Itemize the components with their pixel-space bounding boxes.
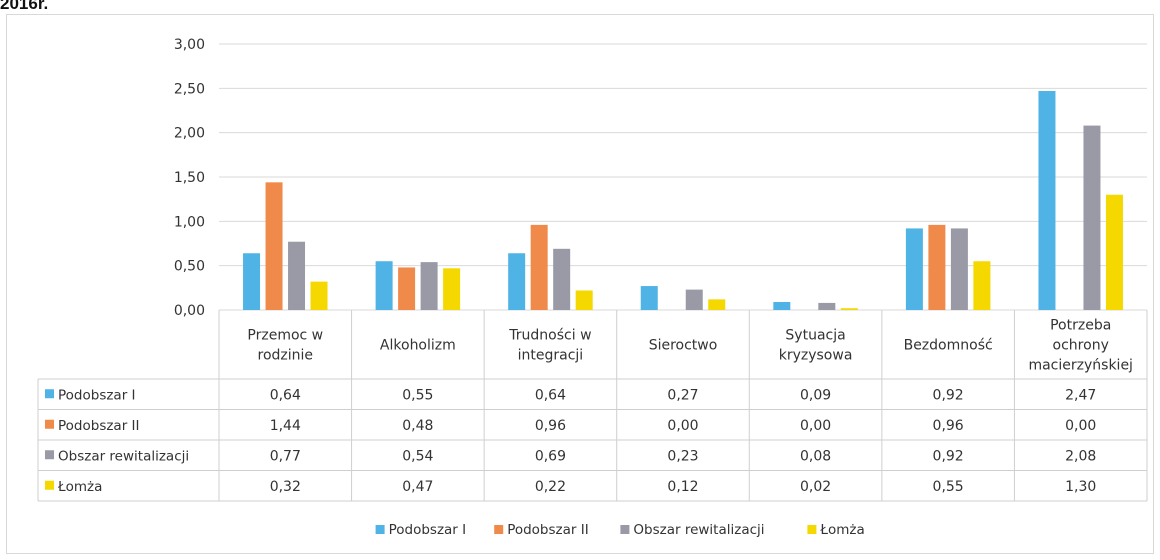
data-cell: 0,92: [933, 448, 964, 464]
data-cell: 2,47: [1065, 387, 1096, 403]
legend-entry: Podobszar I: [389, 522, 467, 538]
legend-swatch: [375, 525, 385, 534]
data-cell: 0,23: [667, 448, 698, 464]
row-legend-key: [45, 389, 54, 399]
bar: [950, 228, 968, 310]
data-cell: 0,69: [535, 448, 566, 464]
category-label: Bezdomność: [904, 338, 993, 354]
data-cell: 0,00: [667, 418, 698, 434]
row-legend-key: [45, 480, 54, 490]
data-cell: 0,55: [402, 387, 433, 403]
bar: [905, 228, 923, 310]
bar: [1038, 90, 1056, 310]
data-cell: 0,64: [535, 387, 566, 403]
category-label: kryzysowa: [779, 348, 853, 364]
y-tick-label: 0,50: [174, 259, 205, 275]
data-cell: 0,08: [800, 448, 831, 464]
legend-entry: Łomża: [819, 522, 864, 538]
row-label: Łomża: [57, 479, 102, 495]
data-cell: 0,12: [667, 479, 698, 495]
bar: [928, 224, 946, 310]
legend-swatch: [494, 525, 504, 534]
bar: [310, 281, 328, 310]
data-cell: 0,47: [402, 479, 433, 495]
category-label: Sytuacja: [785, 328, 845, 344]
legend-entry: Obszar rewitalizacji: [633, 522, 764, 538]
y-tick-label: 1,50: [174, 170, 205, 186]
category-label: macierzyńskiej: [1028, 358, 1132, 374]
data-cell: 2,08: [1065, 448, 1096, 464]
legend-swatch: [807, 525, 817, 534]
legend-entry: Podobszar II: [507, 522, 589, 538]
bar: [288, 241, 306, 310]
bar: [773, 302, 791, 310]
row-legend-key: [45, 419, 54, 429]
data-cell: 0,64: [270, 387, 301, 403]
bar: [1105, 194, 1123, 310]
bar: [818, 302, 836, 310]
bar: [420, 262, 438, 310]
data-cell: 1,30: [1065, 479, 1096, 495]
bar: [508, 253, 526, 310]
bar: [840, 308, 858, 310]
data-cell: 0,00: [1065, 418, 1096, 434]
data-cell: 0,55: [933, 479, 964, 495]
bar: [375, 261, 393, 310]
data-cell: 0,00: [800, 418, 831, 434]
legend-swatch: [620, 525, 630, 534]
y-tick-label: 3,00: [174, 37, 205, 53]
data-cell: 0,48: [402, 418, 433, 434]
category-label: Trudności w: [508, 328, 591, 344]
data-cell: 0,92: [933, 387, 964, 403]
bar: [553, 248, 571, 310]
row-label: Obszar rewitalizacji: [58, 448, 189, 464]
bar: [243, 253, 261, 310]
row-label: Podobszar I: [58, 387, 136, 403]
bar: [575, 290, 593, 310]
bar: [443, 268, 461, 310]
category-label: Sieroctwo: [649, 338, 718, 354]
bar: [640, 286, 658, 310]
y-tick-label: 2,00: [174, 126, 205, 142]
y-tick-label: 1,00: [174, 214, 205, 230]
category-label: ochrony: [1053, 338, 1109, 354]
data-cell: 0,96: [535, 418, 566, 434]
y-tick-label: 0,00: [174, 303, 205, 319]
data-cell: 0,22: [535, 479, 566, 495]
bar: [685, 289, 703, 310]
bar: [1083, 125, 1101, 310]
category-label: rodzinie: [258, 348, 314, 364]
data-cell: 0,09: [800, 387, 831, 403]
bar: [530, 224, 548, 310]
data-cell: 1,44: [270, 418, 301, 434]
data-cell: 0,96: [933, 418, 964, 434]
bar: [265, 182, 283, 310]
category-label: integracji: [518, 348, 584, 364]
category-label: Potrzeba: [1050, 318, 1111, 334]
category-label: Alkoholizm: [380, 338, 456, 354]
row-label: Podobszar II: [58, 418, 140, 434]
bar: [973, 261, 991, 310]
data-cell: 0,02: [800, 479, 831, 495]
data-cell: 0,77: [270, 448, 301, 464]
chart-frame: [6, 14, 1154, 554]
data-cell: 0,54: [402, 448, 433, 464]
category-label: Przemoc w: [247, 328, 323, 344]
chart-caption: 2016r.: [0, 0, 49, 13]
y-tick-label: 2,50: [174, 81, 205, 97]
bar: [708, 299, 726, 310]
data-cell: 0,27: [667, 387, 698, 403]
row-legend-key: [45, 450, 54, 460]
data-cell: 0,32: [270, 479, 301, 495]
bar: [398, 267, 416, 310]
